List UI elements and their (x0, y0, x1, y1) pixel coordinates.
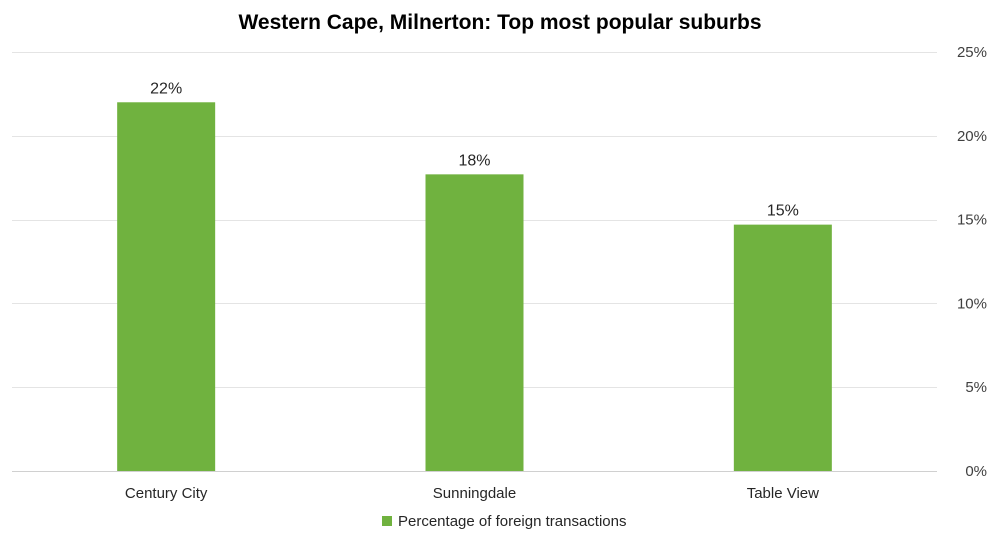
x-axis: Century City Sunningdale Table View (125, 485, 819, 502)
x-category-label: Sunningdale (433, 485, 516, 502)
bars (117, 102, 832, 471)
data-labels: 22% 18% 15% (150, 80, 799, 219)
bar (425, 174, 524, 471)
y-tick-label: 25% (957, 44, 987, 61)
chart-title: Western Cape, Milnerton: Top most popula… (238, 11, 761, 34)
bar (733, 224, 832, 471)
y-tick-label: 0% (965, 463, 987, 480)
data-label: 15% (767, 203, 799, 220)
legend-label: Percentage of foreign transactions (398, 513, 626, 530)
y-axis: 0% 5% 10% 15% 20% 25% (957, 44, 987, 480)
y-tick-label: 10% (957, 295, 987, 312)
y-tick-label: 20% (957, 128, 987, 145)
legend-swatch (382, 516, 392, 526)
y-tick-label: 15% (957, 212, 987, 229)
x-category-label: Century City (125, 485, 208, 502)
x-category-label: Table View (747, 485, 819, 502)
legend: Percentage of foreign transactions (382, 513, 626, 530)
y-tick-label: 5% (965, 379, 987, 396)
data-label: 22% (150, 80, 182, 97)
data-label: 18% (458, 152, 490, 169)
bar (117, 102, 216, 471)
